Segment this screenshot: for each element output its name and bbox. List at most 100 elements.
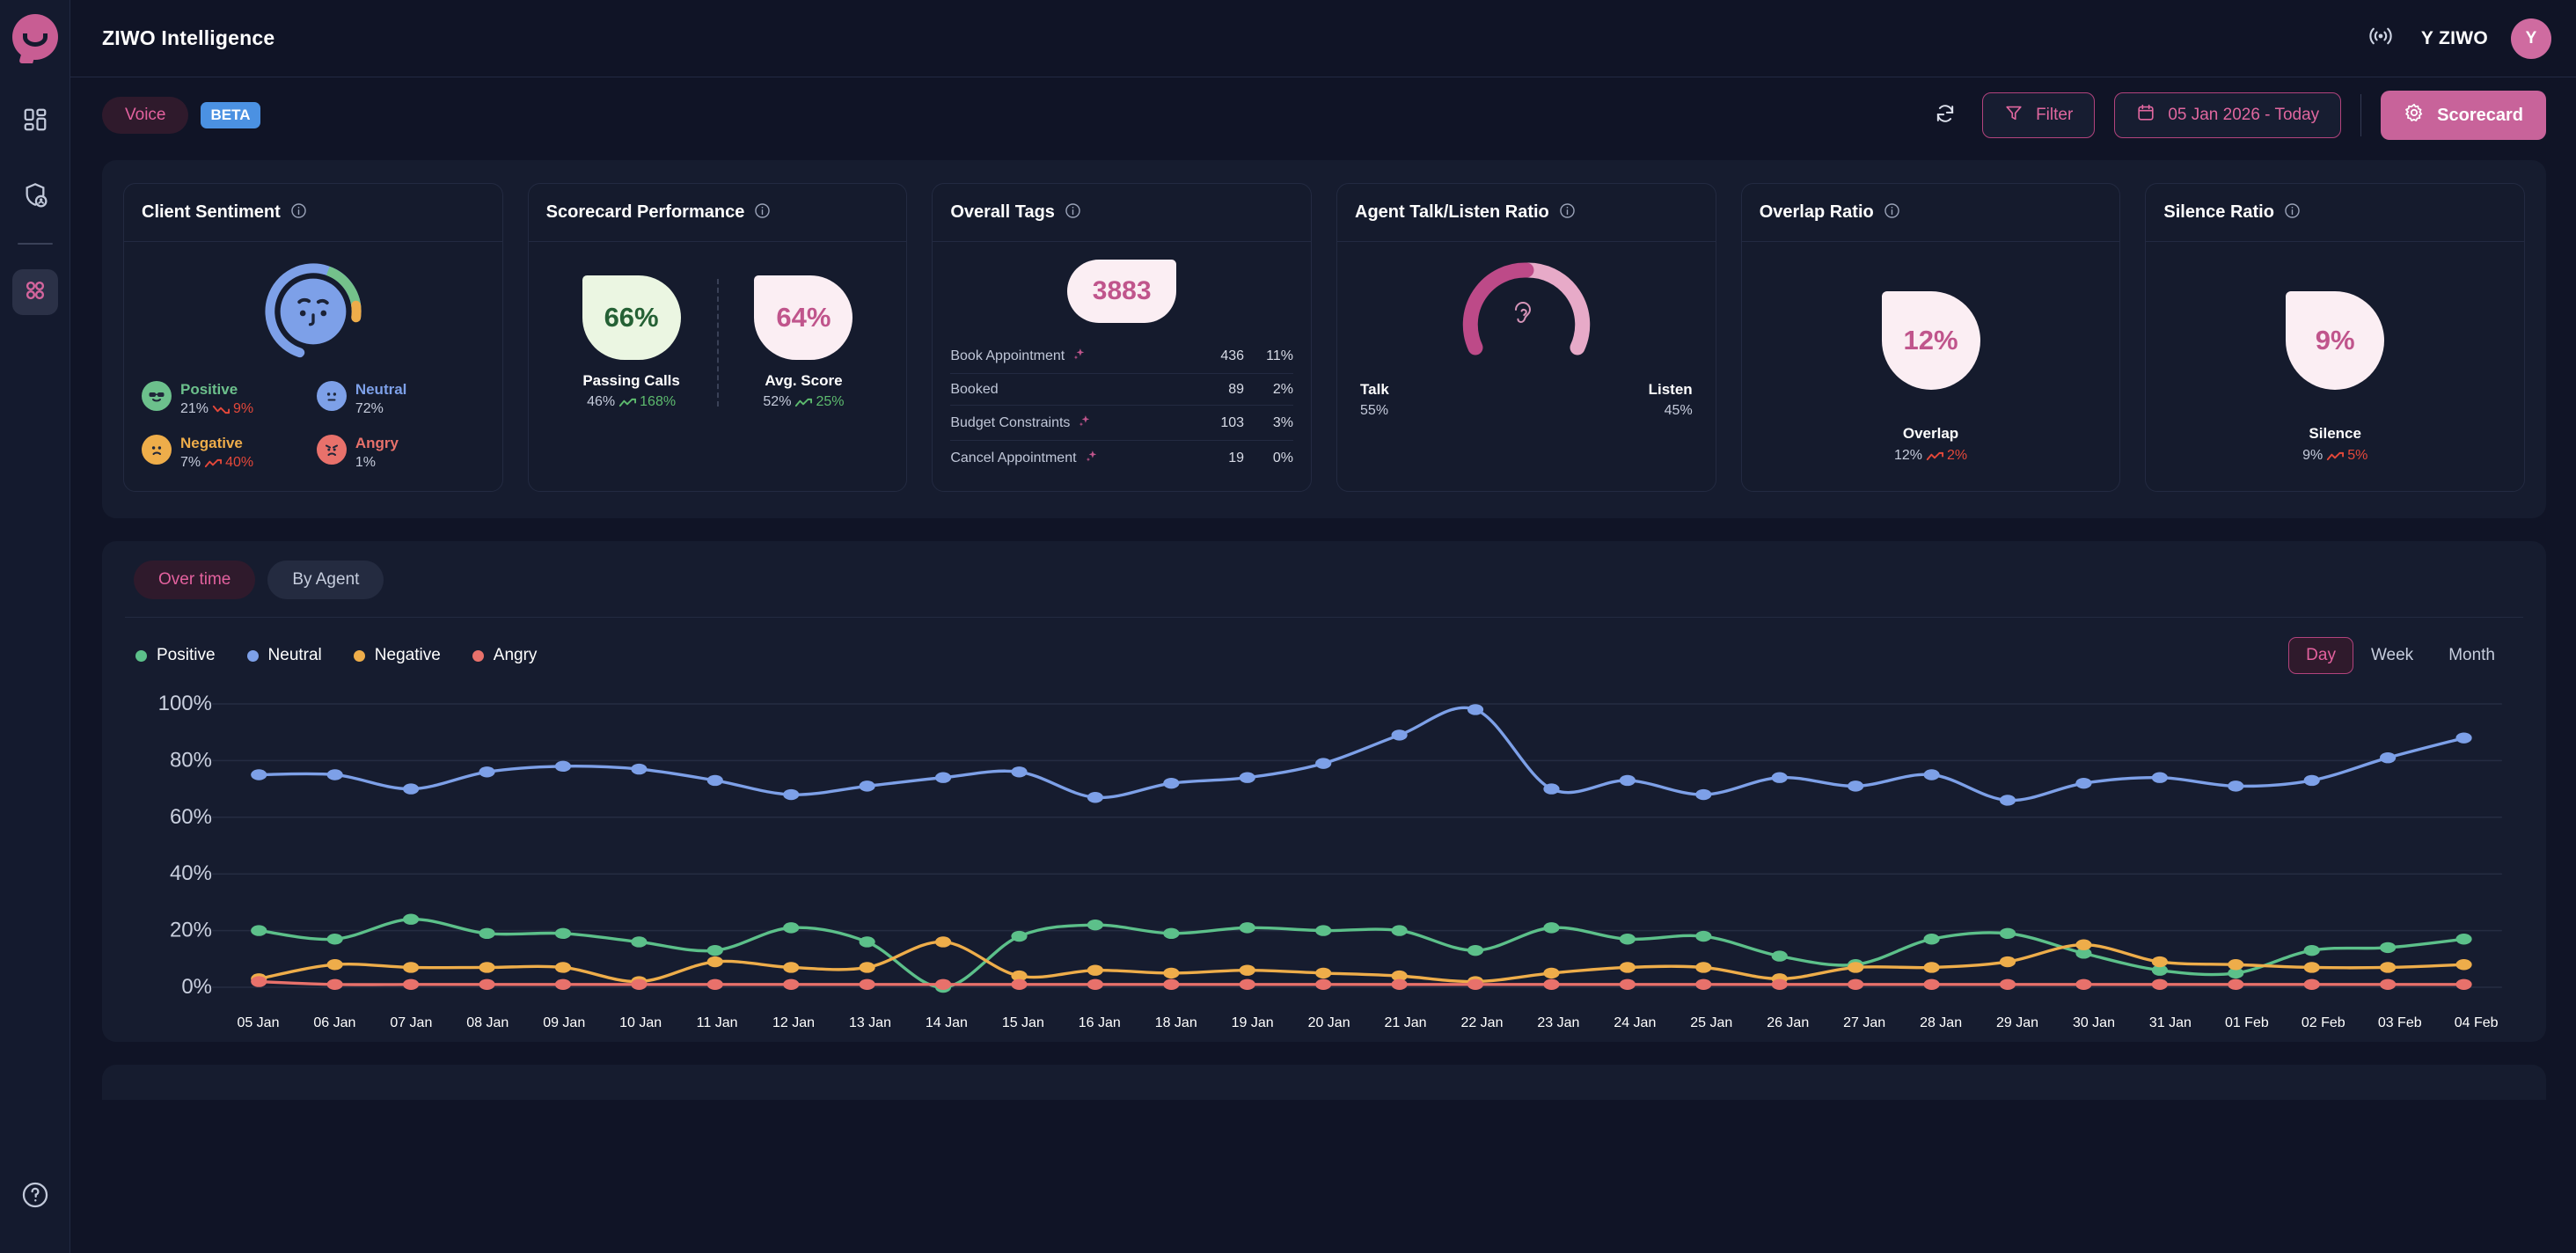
channel-voice-pill[interactable]: Voice [102,97,189,134]
talk-listen-footer: Talk 55% Listen 45% [1355,381,1698,419]
sentiment-pct: 7% [180,455,201,470]
metric-blob: 64% [754,275,853,360]
broadcast-button[interactable] [2363,21,2398,56]
card-title: Agent Talk/Listen Ratio [1355,202,1549,222]
card-body: Positive 21% 9% [124,242,502,491]
range-button-week[interactable]: Week [2370,646,2414,664]
x-axis-label: 16 Jan [1078,1015,1121,1030]
talk-label: Talk [1360,381,1389,398]
x-axis-label: 06 Jan [313,1015,356,1030]
card-header: Overlap Ratio [1741,184,2120,242]
overlap-blob: 12% [1881,291,1980,390]
sidebar-item-intelligence[interactable] [11,269,58,315]
sentiment-trend-panel: Over time By Agent Positive Neutral Ne [102,541,2546,1042]
legend-item-positive[interactable]: Positive [135,646,216,665]
page-title: ZIWO Intelligence [102,26,275,49]
sentiment-value: 1% [355,455,376,470]
card-silence-ratio: Silence Ratio 9% Sile [2145,183,2526,492]
trend-up-icon [204,458,223,469]
talk-value: 55% [1360,403,1389,418]
range-toggle: Day Week Month [2288,637,2513,674]
card-title: Overall Tags [950,202,1055,222]
scorecard-button[interactable]: Scorecard [2381,91,2546,140]
legend-dot-icon [135,649,147,662]
trend-up-icon [1926,451,1943,462]
trend-up-icon [618,397,637,408]
legend-dot-icon [246,649,259,662]
table-row[interactable]: Booked 89 2% [950,373,1294,405]
main-area: ZIWO Intelligence Y ZIWO Y Voice [70,0,2576,1253]
x-axis-label: 09 Jan [543,1015,586,1030]
x-axis-label: 03 Feb [2377,1015,2422,1030]
date-range-button[interactable]: 05 Jan 2026 - Today [2114,92,2342,138]
toolbar-right: Filter 05 Jan 2026 - Today [1928,91,2546,140]
card-body: 9% Silence 9% 5% [2146,242,2524,491]
sidebar-item-dashboard[interactable] [12,99,58,144]
x-axis-label: 11 Jan [696,1015,738,1030]
avatar[interactable]: Y [2511,18,2551,59]
tab-by-agent[interactable]: By Agent [267,561,384,599]
table-row[interactable]: Cancel Appointment 19 0% [950,440,1294,475]
ziwo-logo-icon [11,14,58,63]
sentiment-trend: 40% [225,455,254,470]
ai-sparkle-icon [1084,449,1099,468]
x-axis-label: 14 Jan [925,1015,968,1030]
metric-avg-score: 64% Avg. Score 52% 25% [719,275,889,410]
info-icon[interactable] [1065,202,1081,223]
card-title: Scorecard Performance [545,202,745,222]
sidebar-nav [0,99,70,315]
dashboard-grid-icon [22,106,48,137]
sentiment-item-angry: Angry 1% [316,435,485,471]
listen-value: 45% [1664,403,1693,418]
range-button-month[interactable]: Month [2448,646,2495,664]
info-icon[interactable] [2284,202,2301,223]
tags-table: Book Appointment 436 11% [950,339,1294,475]
user-name: Y ZIWO [2420,27,2488,48]
silence-caption: Silence [2309,425,2361,442]
info-icon[interactable] [1884,202,1900,223]
sidebar-item-quality[interactable] [12,174,58,220]
apps-grid-icon [22,277,48,308]
metric-sub-pct: 46% [587,394,616,409]
help-button[interactable] [16,1177,55,1216]
legend-item-neutral[interactable]: Neutral [246,646,322,665]
legend-item-angry[interactable]: Angry [472,646,537,665]
x-axis-label: 24 Jan [1614,1015,1657,1030]
sentiment-label: Neutral [355,381,407,398]
legend-item-negative[interactable]: Negative [353,646,441,665]
tag-pct: 3% [1272,415,1294,430]
card-body: 3883 Book Appointment [933,242,1311,491]
ai-sparkle-icon [1077,414,1092,433]
info-icon[interactable] [1559,202,1576,223]
table-row[interactable]: Budget Constraints 103 3% [950,405,1294,440]
metric-subvalue: 52% 25% [763,394,844,410]
x-axis-label: 19 Jan [1231,1015,1274,1030]
angry-face-icon [316,435,347,465]
overlap-footer: Overlap 12% 2% [1760,425,2103,464]
sidebar-divider [17,243,53,245]
refresh-button[interactable] [1928,98,1963,133]
sentiment-line-chart: 0% 20% 40% 60% 80% 100% [125,693,2523,1010]
x-axis-label: 27 Jan [1843,1015,1886,1030]
filter-button[interactable]: Filter [1982,92,2096,138]
info-icon[interactable] [754,202,771,223]
tab-over-time[interactable]: Over time [134,561,256,599]
range-button-day[interactable]: Day [2288,637,2353,674]
logo[interactable] [0,0,70,77]
legend-label: Neutral [267,646,322,664]
sentiment-value: 7% 40% [180,455,253,471]
x-axis-label: 02 Feb [2301,1015,2345,1030]
x-axis-label: 30 Jan [2072,1015,2115,1030]
info-icon[interactable] [290,202,307,223]
table-row[interactable]: Book Appointment 436 11% [950,339,1293,373]
kpi-panel: Client Sentiment [102,160,2546,518]
x-axis-label: 29 Jan [1996,1015,2039,1030]
ear-icon [1514,302,1531,324]
next-panel-stub [102,1065,2546,1100]
metric-sub-pct: 52% [763,394,792,409]
sentiment-label: Angry [355,435,399,451]
top-bar: ZIWO Intelligence Y ZIWO Y [70,0,2576,77]
metric-trend: 168% [640,394,677,409]
overlap-subvalue: 12% 2% [1760,448,2103,464]
